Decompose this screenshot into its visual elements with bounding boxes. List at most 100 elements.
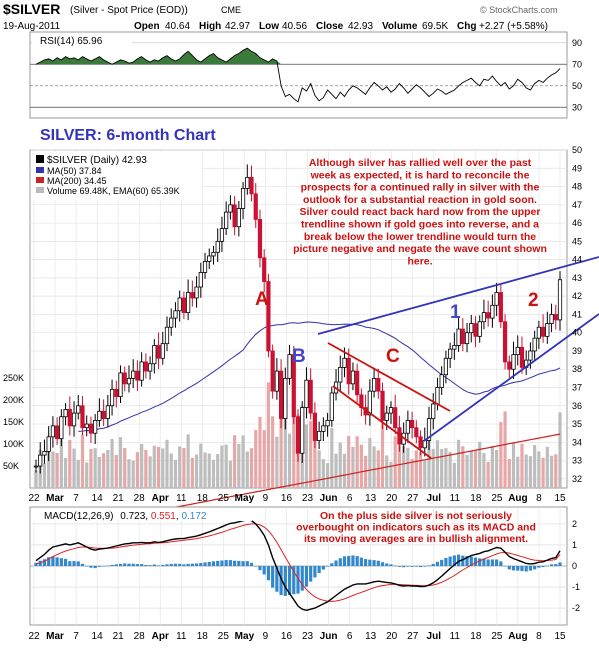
macd-histogram-bar — [313, 566, 317, 578]
price-bar-body — [131, 370, 136, 379]
price-bar-body — [240, 187, 246, 209]
wave-label-b: B — [292, 346, 306, 367]
x-tick-label: 9 — [263, 631, 269, 642]
volume-bar — [186, 434, 190, 488]
annotation-line: On the plus side silver is not seriously — [320, 510, 512, 522]
macd-histogram-bar — [304, 566, 309, 587]
price-bar-body — [190, 292, 195, 299]
x-tick-label: 11 — [450, 493, 461, 504]
x-tick-label: 9 — [263, 493, 269, 504]
price-tick-label: 34 — [572, 437, 582, 447]
volume-axis: 50K 100K 150K 200K 250K — [3, 373, 24, 471]
price-bar-body — [536, 326, 541, 339]
macd-histogram-bar — [516, 566, 520, 571]
macd-histogram-bar — [507, 566, 511, 570]
macd-line — [35, 518, 561, 612]
price-bar-body — [152, 345, 157, 365]
rsi-tick-label: 90 — [572, 38, 582, 48]
volume-bar — [321, 459, 325, 488]
legend-price: $SILVER (Daily) 42.93 — [47, 155, 147, 166]
x-tick-label: Apr — [152, 631, 169, 642]
macd-histogram-bar — [93, 566, 97, 569]
volume-bar — [156, 446, 161, 488]
price-bar-body — [173, 310, 178, 319]
volume-bar — [237, 444, 241, 488]
macd-histogram-bar — [486, 559, 490, 566]
volume-bar — [541, 457, 545, 488]
macd-histogram-bar — [330, 563, 334, 566]
volume-bar — [528, 456, 533, 488]
volume-bar — [511, 443, 516, 488]
volume-bar — [266, 382, 271, 488]
chart-exchange: CME — [221, 5, 241, 15]
volume-bar — [537, 451, 541, 488]
chart-symbol: $SILVER — [3, 1, 60, 17]
x-tick-label: 20 — [386, 493, 398, 504]
price-bar-body — [511, 354, 516, 370]
price-bar-body — [376, 377, 381, 392]
price-bar-body — [181, 297, 187, 314]
price-bar-body — [177, 297, 182, 312]
price-bar-body — [388, 407, 394, 414]
volume-bar — [478, 441, 482, 488]
macd-histogram-bar — [482, 558, 486, 566]
volume-tick-label: 150K — [3, 417, 24, 427]
x-tick-label: 16 — [281, 631, 293, 642]
price-bar-body — [291, 354, 296, 418]
volume-bar — [473, 450, 478, 488]
macd-histogram-bar — [262, 566, 266, 575]
volume-bar — [106, 449, 110, 488]
price-bar-body — [380, 390, 385, 421]
volume-bar — [131, 460, 135, 488]
price-legend: $SILVER (Daily) 42.93 MA(50) 37.84 MA(20… — [36, 155, 180, 196]
volume-bar — [135, 452, 140, 488]
macd-histogram-bar — [364, 559, 368, 566]
price-bar-body — [198, 272, 203, 288]
macd-tick-label: 1 — [572, 540, 577, 550]
volume-bar — [152, 445, 156, 488]
volume-bar — [507, 458, 511, 488]
volume-bar — [51, 451, 55, 488]
x-tick-label: May — [235, 631, 255, 642]
macd-histogram-bar — [148, 565, 152, 566]
price-axis: 32 33 34 35 36 37 38 39 40 41 42 43 44 45 46 47 48 49 50 — [572, 145, 582, 484]
price-bar-body — [426, 418, 432, 441]
x-tick-label: 7 — [73, 631, 79, 642]
x-tick-label: 27 — [407, 493, 419, 504]
x-tick-label: 28 — [134, 631, 146, 642]
x-tick-label: 25 — [218, 631, 230, 642]
price-tick-label: 41 — [572, 309, 582, 319]
price-bar-body — [33, 465, 39, 468]
macd-histogram-bar — [473, 557, 478, 566]
volume-value: 69.5K — [422, 21, 448, 32]
price-bar-body — [202, 261, 208, 273]
macd-histogram-bar — [279, 566, 283, 596]
macd-tick-label: -2 — [572, 603, 580, 613]
volume-bar — [211, 459, 216, 488]
price-bar-body — [342, 357, 347, 368]
macd-histogram-bar — [68, 561, 72, 566]
price-bar-body — [101, 410, 106, 419]
macd-histogram-bar — [169, 563, 173, 566]
macd-histogram-bar — [469, 556, 473, 566]
volume-bar — [178, 446, 182, 488]
price-bar-body — [114, 388, 119, 398]
volume-bar — [287, 433, 292, 488]
price-bar-body — [304, 379, 309, 409]
volume-bar — [102, 453, 106, 488]
price-bar-body — [515, 346, 520, 356]
macd-histogram-bar — [292, 566, 296, 595]
price-bar-body — [169, 317, 174, 328]
macd-histogram-bar — [237, 560, 241, 566]
annotation-line: its moving averages are in bullish align… — [304, 533, 528, 545]
volume-bar — [190, 457, 194, 488]
macd-histogram-bar — [80, 563, 85, 566]
price-bar-body — [477, 321, 482, 337]
price-bar-body — [253, 193, 258, 220]
volume-bar — [516, 456, 520, 488]
annotation-line: trendline shown if gold goes into revers… — [301, 219, 539, 231]
volume-bar — [359, 444, 363, 488]
volume-bar — [203, 452, 207, 488]
volume-bar — [410, 458, 414, 488]
macd-histogram-bar — [338, 558, 342, 566]
